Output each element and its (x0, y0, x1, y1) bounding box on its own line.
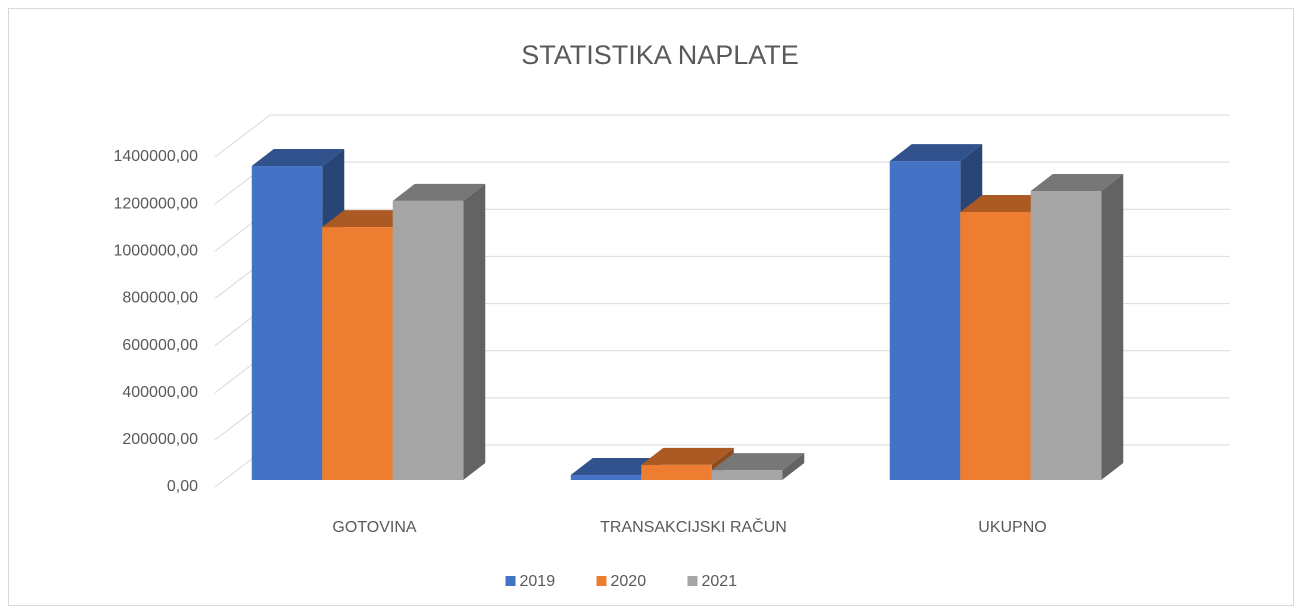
legend-label: 2020 (611, 573, 647, 590)
y-tick-label: 1200000,00 (113, 195, 198, 212)
bar-top (322, 210, 415, 228)
y-tick-label: 400000,00 (122, 384, 198, 401)
grid-line (214, 114, 271, 158)
bar (711, 470, 783, 480)
bar (251, 166, 323, 480)
y-tick-label: 800000,00 (122, 290, 198, 307)
legend-swatch (687, 576, 698, 586)
x-tick-label: UKUPNO (978, 519, 1046, 536)
bar-top (711, 453, 805, 471)
y-tick-label: 1400000,00 (113, 148, 198, 165)
bar (1030, 191, 1102, 480)
bar-top (1030, 174, 1124, 192)
x-tick-label: TRANSAKCIJSKI RAČUN (600, 517, 787, 536)
bar (960, 211, 1031, 480)
x-tick-label: GOTOVINA (332, 519, 416, 536)
y-tick-label: 1000000,00 (113, 243, 198, 260)
bar-top (889, 144, 983, 162)
legend-swatch (596, 576, 607, 586)
legend-label: 2021 (702, 573, 738, 590)
legend-swatch (505, 576, 516, 586)
chart-title: STATISTIKA NAPLATE (521, 40, 799, 70)
y-tick-label: 200000,00 (122, 431, 198, 448)
bar-top (392, 183, 486, 201)
bar-side (782, 453, 805, 480)
bar (392, 200, 464, 480)
bar (889, 161, 961, 481)
bar-top (960, 194, 1053, 212)
y-tick-label: 600000,00 (122, 337, 198, 354)
bar-top (570, 458, 664, 476)
bar (322, 227, 393, 480)
bar (570, 475, 642, 480)
bar-side (463, 183, 486, 480)
y-tick-label: 0,00 (167, 478, 198, 495)
bar-top (641, 447, 734, 465)
legend-label: 2019 (520, 573, 556, 590)
bar (641, 464, 712, 480)
bar-side (1101, 174, 1124, 480)
bar-top (251, 149, 345, 167)
